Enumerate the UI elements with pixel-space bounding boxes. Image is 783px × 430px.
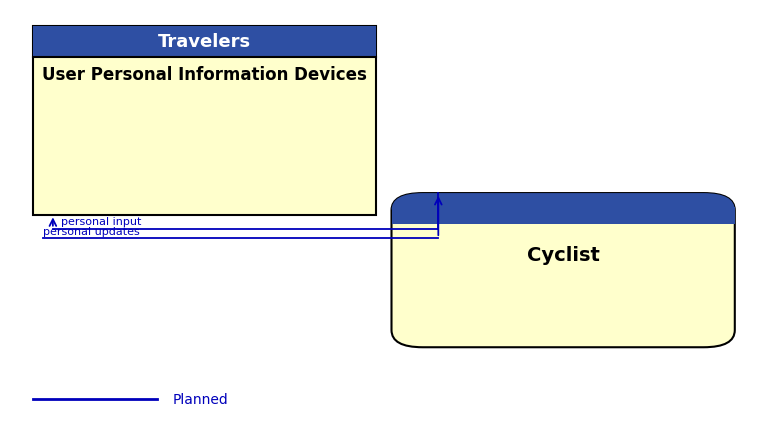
Text: Travelers: Travelers [157, 34, 251, 51]
FancyBboxPatch shape [392, 194, 734, 224]
Text: Planned: Planned [173, 392, 229, 405]
Text: Cyclist: Cyclist [527, 246, 600, 265]
Text: User Personal Information Devices: User Personal Information Devices [42, 65, 366, 83]
FancyBboxPatch shape [33, 27, 376, 215]
Text: personal input: personal input [61, 217, 141, 227]
FancyBboxPatch shape [392, 208, 734, 224]
FancyBboxPatch shape [33, 27, 376, 58]
FancyBboxPatch shape [392, 194, 734, 347]
Text: personal updates: personal updates [43, 226, 139, 237]
